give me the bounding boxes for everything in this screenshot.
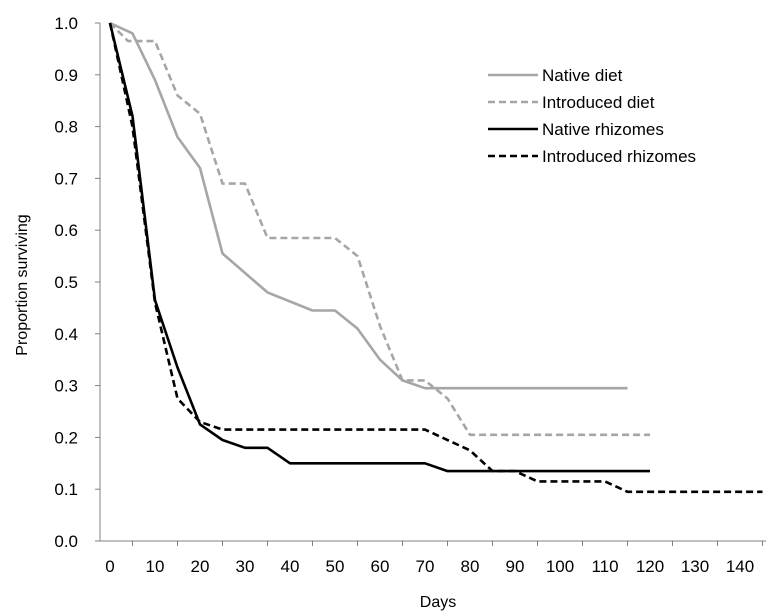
y-tick-label: 0.9	[54, 66, 78, 85]
y-tick-label: 0.2	[54, 428, 78, 447]
y-tick-label: 0.6	[54, 221, 78, 240]
legend: Native diet Introduced diet Native rhizome…	[488, 66, 696, 166]
series-line-introduced-rhizomes	[108, 22, 763, 494]
series-line-introduced-diet	[109, 22, 650, 437]
y-tick-label: 0.5	[54, 273, 78, 292]
x-tick-label: 80	[461, 557, 480, 576]
legend-label: Native rhizomes	[542, 120, 664, 139]
x-tick-label: 30	[236, 557, 255, 576]
x-tick-label: 50	[326, 557, 345, 576]
x-tick-label: 130	[681, 557, 709, 576]
x-axis-ticks: 0 10 20 30 40 50 60 70 80 90 100 110 120 130 140	[105, 541, 763, 576]
x-tick-label: 110	[591, 557, 618, 576]
y-tick-label: 0.0	[54, 532, 78, 551]
x-tick-label: 0	[105, 557, 114, 576]
x-tick-label: 20	[191, 557, 210, 576]
x-tick-label: 90	[506, 557, 525, 576]
x-axis-title: Days	[420, 594, 456, 611]
plot-area	[99, 23, 766, 542]
series-line-native-rhizomes	[108, 22, 650, 473]
series-layer	[108, 21, 763, 494]
y-tick-label: 0.8	[54, 118, 78, 137]
y-tick-label: 0.1	[54, 480, 78, 499]
x-tick-label: 100	[546, 557, 574, 576]
y-tick-label: 0.4	[54, 325, 78, 344]
y-axis-ticks: 0.0 0.1 0.2 0.3 0.4 0.5 0.6 0.7 0.8 0.9 1.0	[54, 14, 100, 551]
x-tick-label: 60	[371, 557, 390, 576]
y-tick-label: 0.7	[54, 169, 78, 188]
series-line-native-diet	[109, 21, 628, 390]
y-tick-label: 1.0	[54, 14, 78, 33]
x-tick-label: 10	[146, 557, 165, 576]
x-tick-label: 120	[636, 557, 664, 576]
y-axis-title: Proportion surviving	[14, 214, 31, 355]
x-tick-label: 70	[416, 557, 435, 576]
x-tick-label: 140	[726, 557, 754, 576]
legend-label: Introduced rhizomes	[542, 147, 696, 166]
legend-label: Native diet	[542, 66, 623, 85]
y-tick-label: 0.3	[54, 377, 78, 396]
x-tick-label: 40	[281, 557, 300, 576]
legend-label: Introduced diet	[542, 93, 655, 112]
